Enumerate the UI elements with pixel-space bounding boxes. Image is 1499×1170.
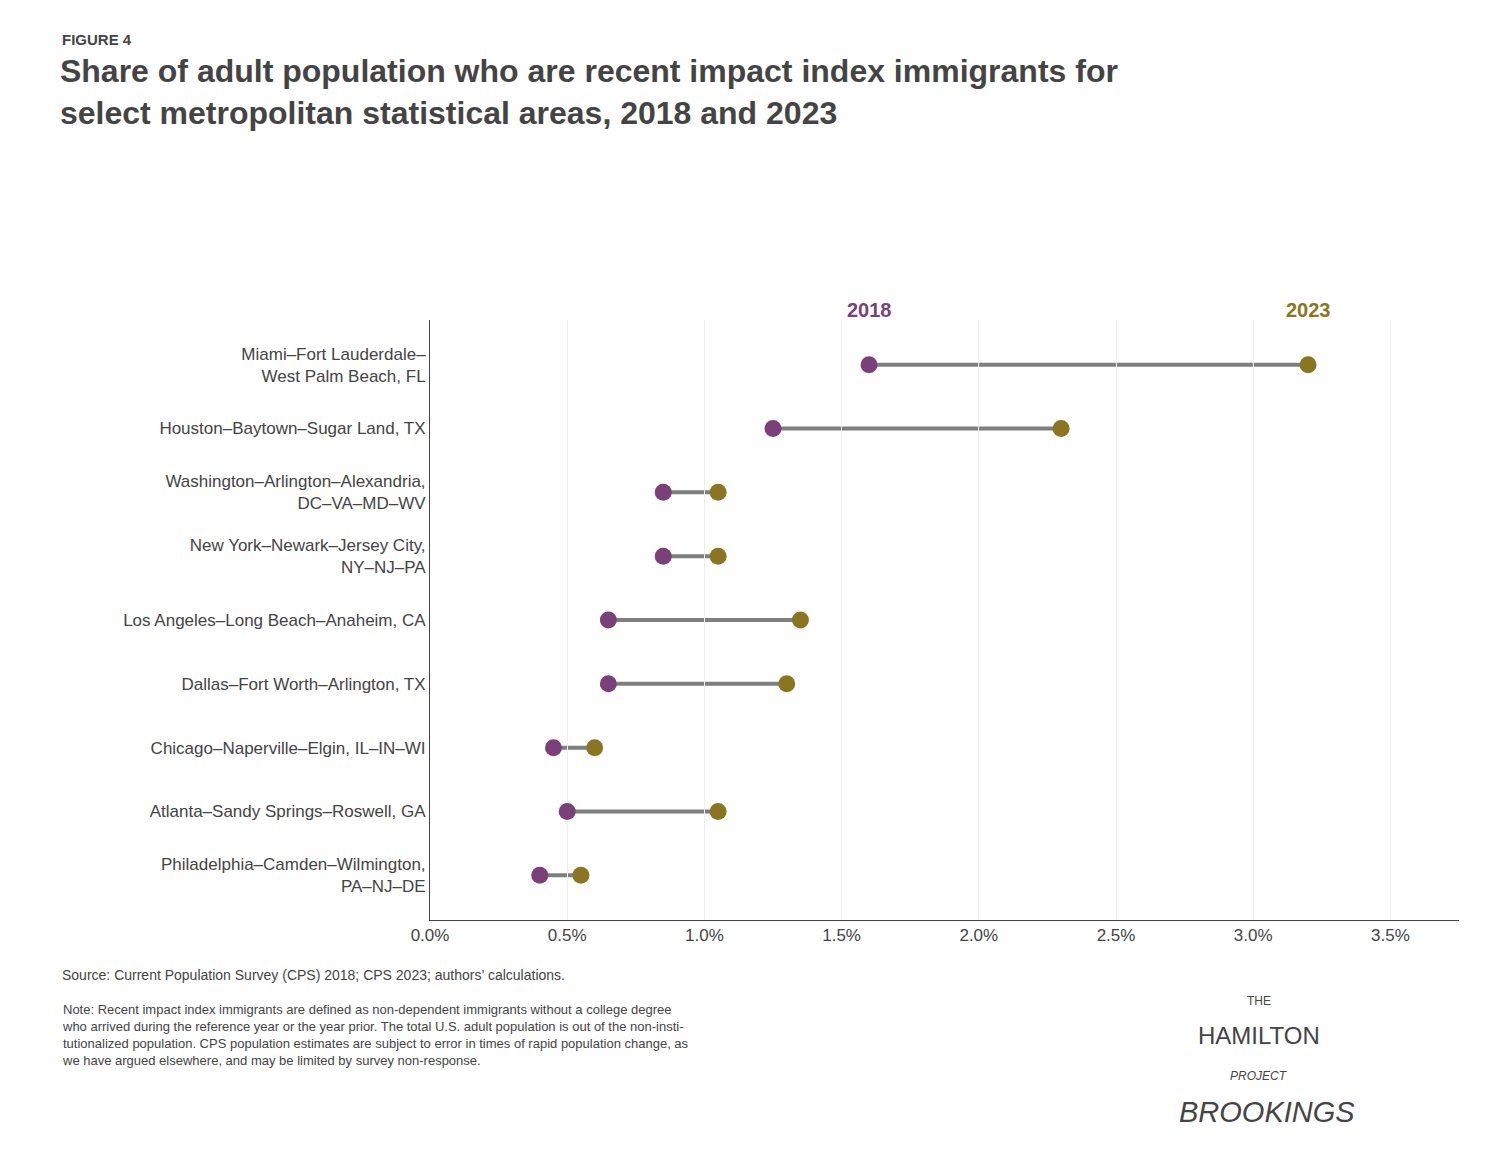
svg-text:3.0%: 3.0% — [1234, 926, 1273, 945]
svg-text:1.0%: 1.0% — [685, 926, 724, 945]
svg-text:3.5%: 3.5% — [1371, 926, 1410, 945]
svg-text:1.5%: 1.5% — [822, 926, 861, 945]
svg-text:Dallas–Fort Worth–Arlington, T: Dallas–Fort Worth–Arlington, TX — [182, 675, 426, 694]
svg-text:Washington–Arlington–Alexandri: Washington–Arlington–Alexandria,DC–VA–MD… — [165, 472, 426, 513]
svg-text:THE: THE — [1247, 994, 1271, 1008]
svg-text:New York–Newark–Jersey City,NY: New York–Newark–Jersey City,NY–NJ–PA — [190, 536, 427, 577]
svg-text:0.5%: 0.5% — [548, 926, 587, 945]
svg-text:Note: Recent impact index immi: Note: Recent impact index immigrants are… — [62, 1002, 689, 1068]
svg-text:Houston–Baytown–Sugar Land, TX: Houston–Baytown–Sugar Land, TX — [159, 419, 425, 438]
svg-text:2.5%: 2.5% — [1097, 926, 1136, 945]
svg-text:2018: 2018 — [847, 299, 892, 321]
svg-text:PROJECT: PROJECT — [1230, 1069, 1288, 1083]
svg-text:2.0%: 2.0% — [959, 926, 998, 945]
svg-text:FIGURE 4: FIGURE 4 — [62, 31, 132, 48]
svg-text:Source: Current Population Sur: Source: Current Population Survey (CPS) … — [62, 967, 565, 983]
svg-text:Philadelphia–Camden–Wilmington: Philadelphia–Camden–Wilmington,PA–NJ–DE — [161, 855, 426, 896]
svg-text:Share of adult population who: Share of adult population who are recent… — [60, 53, 1118, 131]
svg-text:Chicago–Naperville–Elgin, IL–I: Chicago–Naperville–Elgin, IL–IN–WI — [151, 739, 426, 758]
svg-text:Atlanta–Sandy Springs–Roswell,: Atlanta–Sandy Springs–Roswell, GA — [150, 802, 427, 821]
svg-text:Miami–Fort Lauderdale–West Pal: Miami–Fort Lauderdale–West Palm Beach, F… — [241, 345, 426, 386]
svg-text:HAMILTON: HAMILTON — [1198, 1022, 1320, 1049]
svg-text:Los Angeles–Long Beach–Anaheim: Los Angeles–Long Beach–Anaheim, CA — [123, 611, 426, 630]
svg-text:0.0%: 0.0% — [411, 926, 450, 945]
svg-text:BROOKINGS: BROOKINGS — [1179, 1096, 1355, 1128]
svg-text:2023: 2023 — [1286, 299, 1331, 321]
